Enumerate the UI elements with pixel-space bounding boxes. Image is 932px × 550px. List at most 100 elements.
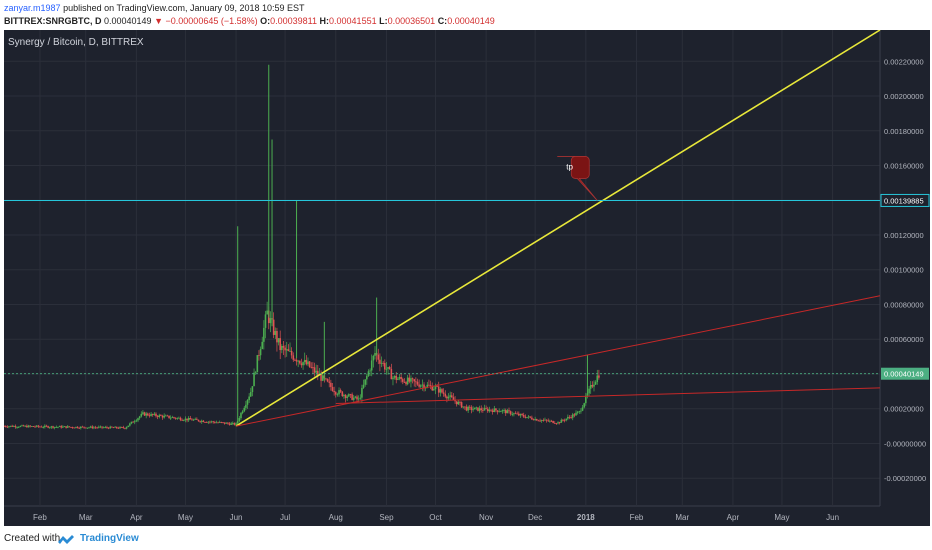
- candle-body: [155, 413, 157, 417]
- candle-body: [369, 370, 371, 372]
- candle-body: [217, 422, 219, 424]
- y-tick-label: 0.00220000: [884, 57, 924, 66]
- candle-body: [63, 426, 66, 428]
- x-tick-label: Dec: [528, 513, 542, 522]
- y-tick-label: 0.00160000: [884, 162, 924, 171]
- candle-body: [421, 384, 424, 386]
- trendline-yellow: [235, 29, 881, 427]
- candle-body: [339, 390, 342, 392]
- author-link[interactable]: zanyar.m1987: [4, 3, 61, 13]
- candle-body: [215, 422, 218, 424]
- candle-body: [379, 359, 381, 364]
- candle-body: [192, 419, 195, 421]
- candle-body: [442, 392, 445, 394]
- tradingview-brand[interactable]: TradingView: [80, 533, 139, 544]
- candle-body: [91, 426, 94, 429]
- candle-body: [158, 415, 161, 417]
- candle-body: [57, 426, 59, 428]
- candle-body: [202, 420, 205, 423]
- time-axis[interactable]: Feb Mar Apr May Jun Jul Aug Sep Oct Nov Dec 2018 Feb…: [33, 513, 839, 522]
- candle-body: [245, 404, 247, 408]
- symbol-label: BITTREX:SNRGBTC, D: [4, 16, 102, 26]
- y-tick-label: 0.00120000: [884, 231, 924, 240]
- candle-body: [490, 409, 492, 411]
- candle-body: [357, 398, 360, 400]
- chart-panel[interactable]: 0.00220000 0.00200000 0.00180000 0.00160000…: [3, 29, 930, 526]
- candle-body: [84, 427, 87, 429]
- candle-body: [410, 378, 412, 382]
- candle-body: [436, 386, 438, 388]
- candle-body: [35, 425, 38, 427]
- ohlc-line: BITTREX:SNRGBTC, D 0.00040149 ▼ −0.00000…: [4, 16, 495, 26]
- candle-body: [316, 370, 319, 376]
- candle-body: [588, 388, 590, 394]
- candle-body: [545, 419, 548, 421]
- candle-body: [416, 381, 419, 385]
- candle-body: [320, 374, 322, 381]
- candle-body: [24, 425, 27, 427]
- candle-body: [277, 338, 280, 343]
- candle-body: [181, 420, 183, 421]
- candle-body: [76, 426, 79, 428]
- candle-body: [169, 417, 172, 419]
- candle-body: [496, 410, 499, 412]
- price-chart[interactable]: 0.00220000 0.00200000 0.00180000 0.00160000…: [3, 29, 930, 526]
- candle-body: [356, 396, 358, 400]
- candle-body: [385, 368, 388, 370]
- candle-body: [225, 422, 228, 424]
- candle-body: [228, 423, 231, 425]
- candle-body: [441, 389, 443, 393]
- candle-body: [232, 422, 234, 424]
- candle-body: [264, 314, 267, 328]
- candle-body: [418, 384, 420, 387]
- candle-body: [359, 397, 362, 399]
- trendline-red: [335, 387, 881, 405]
- candle-body: [58, 426, 61, 427]
- candle-body: [93, 427, 95, 429]
- candle-body: [133, 421, 136, 423]
- candle-body: [138, 416, 141, 419]
- level-price-tag: [880, 193, 930, 207]
- candle-body: [104, 427, 107, 428]
- tradingview-logo-icon: [58, 535, 74, 544]
- candle-body: [459, 401, 461, 403]
- candle-body: [42, 427, 45, 428]
- candle-body: [478, 408, 481, 411]
- candle-body: [460, 402, 463, 408]
- x-tick-label: Apr: [130, 513, 143, 522]
- candle-body: [467, 406, 469, 411]
- candle-body: [321, 375, 324, 381]
- candle-body: [96, 427, 98, 429]
- candle-body: [66, 426, 69, 428]
- candle-body: [88, 427, 90, 429]
- candle-body: [395, 375, 398, 380]
- candle-body: [204, 422, 206, 423]
- candle-body: [465, 406, 468, 411]
- candle-body: [333, 390, 335, 393]
- candle-body: [482, 410, 484, 411]
- last-price: 0.00040149: [104, 16, 152, 26]
- candle-body: [249, 391, 252, 397]
- candle-body: [53, 426, 56, 428]
- candle-body: [4, 426, 7, 427]
- candle-body: [514, 413, 517, 415]
- candle-body: [101, 426, 103, 428]
- candle-body: [383, 363, 386, 370]
- candle-body: [263, 327, 265, 342]
- candle-body: [557, 422, 559, 424]
- candle-body: [230, 423, 232, 425]
- candle-body: [73, 427, 76, 429]
- candle-body: [248, 396, 250, 401]
- x-tick-label: Apr: [727, 513, 740, 522]
- candle-body: [437, 386, 440, 393]
- candle-body: [503, 410, 505, 411]
- price-change: −0.00000645 (−1.58%): [165, 16, 258, 26]
- candle-body: [468, 406, 471, 408]
- candle-body: [199, 421, 201, 422]
- candle-body: [596, 375, 599, 383]
- y-tick-label: 0.00200000: [884, 92, 924, 101]
- candle-body: [132, 421, 134, 423]
- candle-body: [477, 407, 479, 411]
- trendline-red: [235, 295, 881, 427]
- candle-body: [486, 408, 489, 412]
